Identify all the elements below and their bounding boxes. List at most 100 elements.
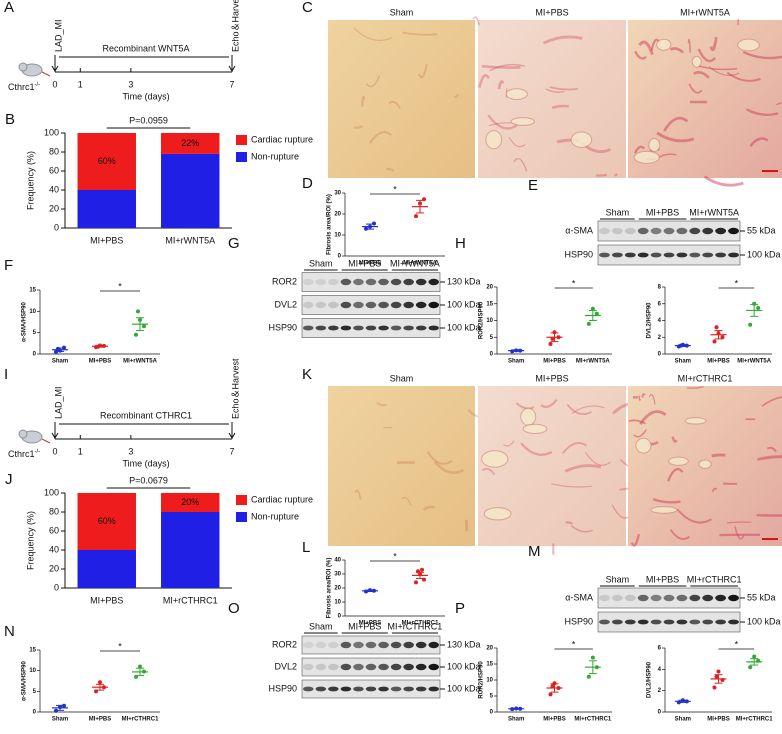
genotype: -/- [35,82,41,88]
band [340,663,352,671]
data-point [548,341,553,346]
data-point [714,325,719,330]
tissue-fiber [520,442,553,456]
tissue-fiber [726,521,752,524]
x-tick-label: MI+rWNT5A [737,359,772,365]
tissue-fiber [453,93,459,99]
tissue-fiber [550,483,593,488]
panel-letter: B [5,111,15,128]
data-point [550,336,555,341]
band [403,325,414,331]
tissue-fiber [639,410,667,426]
band [328,641,339,649]
x-tick-label: Sham [675,717,691,723]
scale-bar [762,170,778,172]
protein-label: ROR2 [272,639,297,649]
y-tick-label: 40 [49,184,59,194]
x-tick-label: MI+rCTHRC1 [163,595,218,605]
band [415,641,427,649]
panel-letter: L [302,539,310,556]
band [599,252,610,258]
band [702,619,714,625]
tissue-space [737,38,760,52]
tissue-fiber [489,63,526,72]
panel-letter: M [528,543,541,560]
tissue-fiber [711,487,718,493]
tissue-fiber [726,71,761,82]
group-label: Sham [606,207,630,217]
band [624,594,636,602]
y-axis-label: α-SMA/HSP90 [22,301,28,341]
y-tick-label: 5 [490,335,494,341]
y-tick-label: 0 [490,352,494,358]
band [378,663,389,671]
y-tick-label: 5 [33,330,37,336]
tissue-fiber [481,64,521,69]
tissue-space [510,117,535,126]
band [611,594,623,602]
band [415,278,427,286]
y-tick-label: 20 [486,285,493,291]
band [328,686,339,692]
y-tick-label: 0 [490,710,494,716]
band [303,301,314,309]
significance-mark: * [393,184,397,194]
tissue-fiber [422,505,436,511]
data-point [714,674,719,679]
band [663,619,675,625]
y-tick-label: 20 [334,212,341,218]
x-tick-label: MI+rWNT5A [123,359,158,365]
band [599,227,610,235]
band [624,252,636,258]
tissue-fiber [426,451,453,465]
image-label: MI+rWNT5A [680,7,730,17]
band [390,686,402,692]
tissue-fiber [551,104,569,110]
band [353,278,364,286]
legend-label: Cardiac rupture [251,134,313,144]
significance-mark: * [118,641,122,651]
data-point [136,309,140,314]
protein-label: HSP90 [268,683,297,693]
band [676,227,688,235]
band [365,663,377,671]
y-axis-label: Frequency (%) [25,151,35,210]
bar-segment [77,190,136,228]
size-label: 100 kDa [447,299,481,309]
legend-label: Cardiac rupture [251,494,313,504]
y-tick-label: 4 [658,318,662,324]
band [365,641,377,649]
band [390,641,402,649]
tissue-fiber [638,40,654,56]
tissue-fiber [628,419,646,425]
size-label: 100 kDa [447,322,481,332]
x-tick-label: MI+PBS [543,359,566,365]
timeline-tick-label: 7 [229,446,234,456]
panel-letter: C [302,0,313,16]
data-point [712,685,717,690]
tissue-fiber [641,393,646,398]
data-point [716,669,721,674]
x-tick-label: MI+PBS [90,595,123,605]
band [365,301,377,309]
band [365,278,377,286]
legend-label: Non-rupture [251,511,299,521]
band [340,278,352,286]
y-tick-label: 10 [334,233,341,239]
bar-segment [161,512,220,588]
tissue-fiber [663,116,689,132]
timeline-xlabel: Time (days) [122,458,169,468]
tissue-fiber [671,436,678,443]
band [676,619,688,625]
mouse-icon [18,429,28,439]
y-tick-label: 60 [49,165,59,175]
tissue-space [570,131,593,148]
x-tick-label: MI+PBS [89,359,112,365]
band [390,301,402,309]
y-tick-label: 20 [49,203,59,213]
band [637,594,649,602]
x-tick-label: MI+rWNT5A [165,235,215,245]
tissue-fiber [686,385,704,389]
band [611,227,623,235]
data-point [414,580,418,585]
